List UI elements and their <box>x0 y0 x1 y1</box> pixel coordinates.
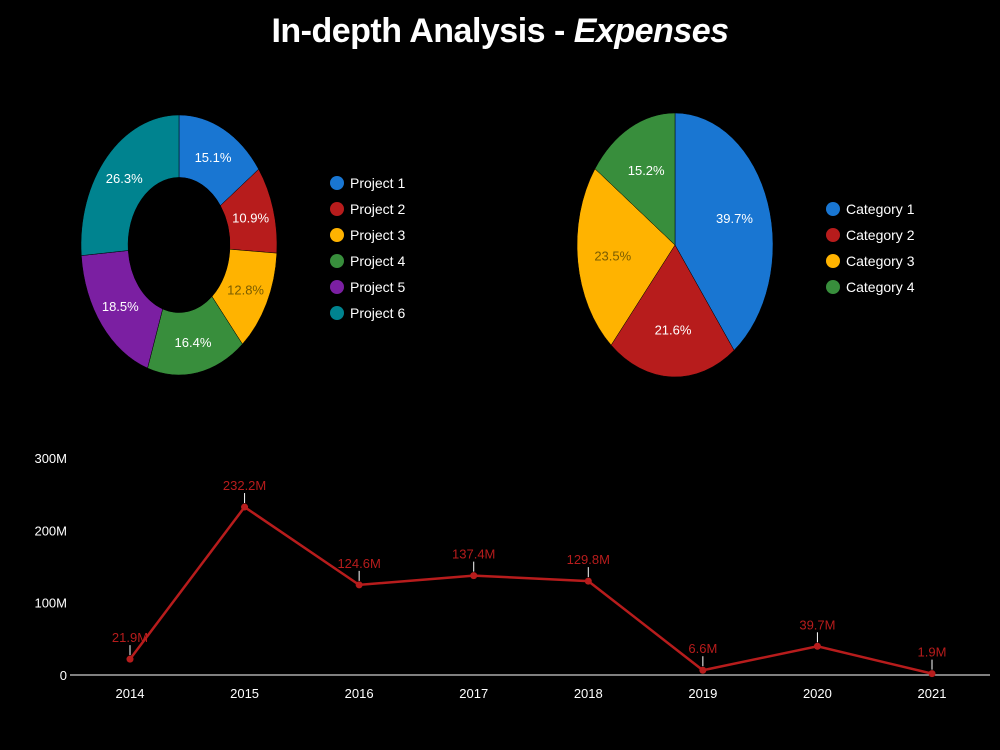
x-tick-label: 2018 <box>574 686 603 701</box>
legend-item[interactable]: Category 1 <box>826 196 914 222</box>
data-point[interactable] <box>928 670 936 678</box>
pie-slice <box>674 112 774 351</box>
data-point[interactable] <box>126 655 134 663</box>
legend-swatch <box>826 228 840 242</box>
title-prefix: In-depth Analysis - <box>271 12 574 50</box>
data-label: 232.2M <box>223 478 266 493</box>
data-point[interactable] <box>241 503 249 511</box>
pie-legend: Category 1 Category 2 Category 3 Category 4 <box>826 196 914 300</box>
data-label: 137.4M <box>452 547 495 562</box>
legend-swatch <box>826 202 840 216</box>
x-tick-label: 2014 <box>116 686 145 701</box>
x-tick-label: 2019 <box>688 686 717 701</box>
legend-swatch <box>330 176 344 190</box>
y-tick-label: 0 <box>60 668 67 683</box>
slice-label: 10.9% <box>232 211 269 226</box>
x-tick-label: 2020 <box>803 686 832 701</box>
legend-label: Project 3 <box>350 227 406 243</box>
pie-chart: 39.7% 21.6% 23.5% 15.2% <box>576 112 774 378</box>
slice-label: 23.5% <box>594 248 631 263</box>
data-point[interactable] <box>355 581 363 589</box>
legend-item[interactable]: Project 2 <box>330 196 405 222</box>
data-label: 39.7M <box>799 617 835 632</box>
slice-label: 12.8% <box>227 282 264 297</box>
slice-label: 15.2% <box>628 163 665 178</box>
legend-item[interactable]: Project 3 <box>330 222 405 248</box>
legend-label: Category 1 <box>846 201 915 217</box>
legend-label: Project 5 <box>350 279 406 295</box>
pie-slice <box>610 244 735 378</box>
legend-swatch <box>330 202 344 216</box>
slice-label: 16.4% <box>175 335 212 350</box>
legend-item[interactable]: Project 1 <box>330 170 405 196</box>
legend-item[interactable]: Project 4 <box>330 248 405 274</box>
legend-item[interactable]: Project 5 <box>330 274 405 300</box>
donut-chart: 15.1% 10.9% 12.8% 16.4% 18.5% 26.3% <box>80 114 278 376</box>
y-tick-label: 100M <box>34 596 67 611</box>
slice-label: 15.1% <box>195 150 232 165</box>
data-label: 21.9M <box>112 630 148 645</box>
data-point[interactable] <box>470 572 478 580</box>
legend-label: Category 3 <box>846 253 915 269</box>
series-line <box>129 505 933 675</box>
legend-swatch <box>330 228 344 242</box>
legend-swatch <box>826 280 840 294</box>
data-label: 6.6M <box>688 641 717 656</box>
x-tick-label: 2017 <box>459 686 488 701</box>
page-title: In-depth Analysis - Expenses <box>0 12 1000 51</box>
x-tick-label: 2015 <box>230 686 259 701</box>
legend-item[interactable]: Project 6 <box>330 300 405 326</box>
donut-legend: Project 1 Project 2 Project 3 Project 4 Proj… <box>330 170 405 326</box>
legend-label: Category 2 <box>846 227 915 243</box>
legend-item[interactable]: Category 4 <box>826 274 914 300</box>
legend-item[interactable]: Category 3 <box>826 248 914 274</box>
line-chart: 0 100M 200M 300M 2014 2015 2016 2017 2018 2019 202… <box>34 451 990 701</box>
data-point[interactable] <box>584 577 592 585</box>
slice-label: 21.6% <box>655 322 692 337</box>
legend-swatch <box>330 306 344 320</box>
legend-label: Category 4 <box>846 279 915 295</box>
data-point[interactable] <box>813 642 821 650</box>
slice-label: 39.7% <box>716 211 753 226</box>
x-tick-label: 2016 <box>345 686 374 701</box>
legend-label: Project 4 <box>350 253 406 269</box>
pie-slice <box>594 112 676 246</box>
legend-label: Project 2 <box>350 201 406 217</box>
slice-label: 18.5% <box>102 299 139 314</box>
legend-swatch <box>826 254 840 268</box>
slice-label: 26.3% <box>106 171 143 186</box>
title-emphasis: Expenses <box>573 12 729 50</box>
legend-label: Project 6 <box>350 305 406 321</box>
data-label: 124.6M <box>337 556 380 571</box>
legend-swatch <box>330 254 344 268</box>
y-tick-label: 200M <box>34 523 67 538</box>
pie-slice <box>576 168 676 346</box>
legend-label: Project 1 <box>350 175 406 191</box>
legend-swatch <box>330 280 344 294</box>
legend-item[interactable]: Category 2 <box>826 222 914 248</box>
data-label: 129.8M <box>567 552 610 567</box>
pie-slice <box>80 114 180 256</box>
y-tick-label: 300M <box>34 451 67 466</box>
x-tick-label: 2021 <box>918 686 947 701</box>
data-label: 1.9M <box>918 645 947 660</box>
data-point[interactable] <box>699 666 707 674</box>
